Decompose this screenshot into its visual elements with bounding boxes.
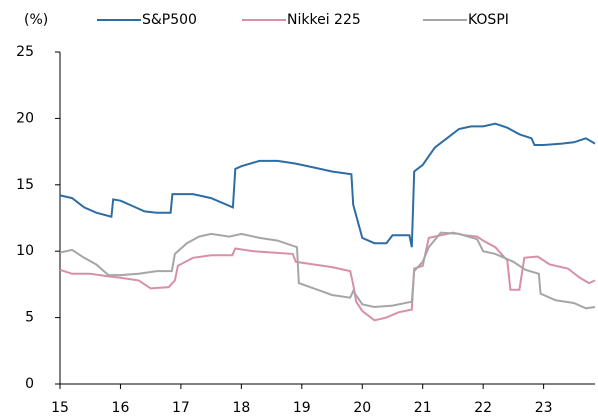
legend-label: KOSPI (468, 12, 509, 28)
x-tick-label: 17 (172, 400, 190, 416)
y-tick-label: 25 (16, 44, 34, 60)
y-tick-label: 20 (16, 110, 34, 126)
x-tick-label: 18 (232, 400, 250, 416)
x-tick-label: 20 (353, 400, 371, 416)
series-line (59, 231, 596, 322)
legend-label: S&P500 (142, 12, 197, 28)
x-tick-label: 15 (51, 400, 69, 416)
y-axis-label: (%) (24, 12, 48, 28)
legend-label: Nikkei 225 (287, 12, 361, 28)
y-tick-label: 10 (16, 243, 34, 259)
x-tick-label: 23 (535, 400, 553, 416)
y-tick-label: 0 (25, 376, 34, 392)
x-tick-label: 21 (414, 400, 432, 416)
x-tick-label: 16 (112, 400, 130, 416)
y-tick-label: 15 (16, 177, 34, 193)
y-tick-label: 5 (25, 310, 34, 326)
x-tick-label: 19 (293, 400, 311, 416)
x-tick-label: 22 (474, 400, 492, 416)
series-line (59, 231, 596, 310)
series-line (59, 122, 596, 248)
